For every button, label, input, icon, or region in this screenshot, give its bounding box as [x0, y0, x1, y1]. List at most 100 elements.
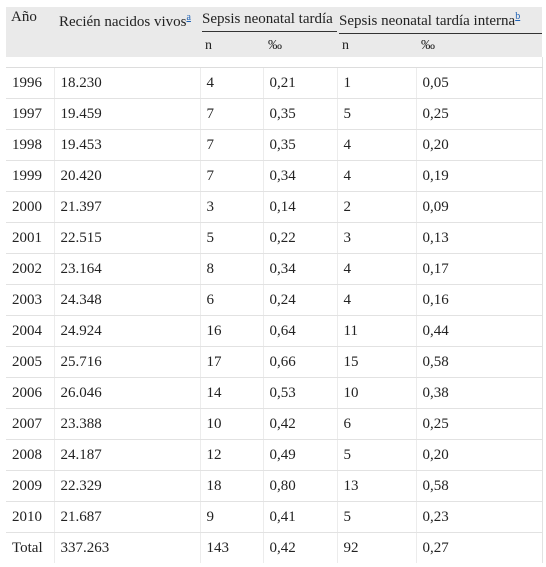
subheader-permille: ‰ [416, 35, 543, 57]
table-row: 1998 19.453 7 0,35 4 0,20 [6, 129, 543, 161]
cell-late-sepsis-n: 18 [200, 470, 264, 502]
cell-late-sepsis-permille: 0,35 [263, 129, 338, 161]
cell-internal-sepsis-n: 92 [337, 532, 417, 563]
table-row: 2006 26.046 14 0,53 10 0,38 [6, 377, 543, 409]
cell-year: 1997 [6, 98, 55, 130]
cell-internal-sepsis-permille: 0,38 [416, 377, 543, 409]
cell-late-sepsis-permille: 0,21 [263, 67, 338, 99]
table-row: 1999 20.420 7 0,34 4 0,19 [6, 160, 543, 192]
cell-late-sepsis-n: 17 [200, 346, 264, 378]
column-group-internal-late-sepsis: Sepsis neonatal tardía internab [337, 7, 543, 35]
table-row: 2007 23.388 10 0,42 6 0,25 [6, 408, 543, 440]
cell-internal-sepsis-n: 10 [337, 377, 417, 409]
births-header-label: Recién nacidos vivos [59, 14, 187, 30]
cell-year: 2010 [6, 501, 55, 533]
table-row: 2005 25.716 17 0,66 15 0,58 [6, 346, 543, 378]
cell-late-sepsis-permille: 0,34 [263, 160, 338, 192]
table-row: 2003 24.348 6 0,24 4 0,16 [6, 284, 543, 316]
cell-late-sepsis-n: 7 [200, 160, 264, 192]
footnote-link-b[interactable]: b [515, 11, 521, 22]
subheader-permille: ‰ [263, 35, 338, 57]
cell-late-sepsis-n: 5 [200, 222, 264, 254]
body-spacer-row [6, 57, 543, 68]
table-row: 2002 23.164 8 0,34 4 0,17 [6, 253, 543, 285]
cell-internal-sepsis-n: 13 [337, 470, 417, 502]
cell-late-sepsis-permille: 0,80 [263, 470, 338, 502]
cell-internal-sepsis-permille: 0,25 [416, 408, 543, 440]
cell-internal-sepsis-n: 4 [337, 253, 417, 285]
cell-late-sepsis-permille: 0,24 [263, 284, 338, 316]
cell-internal-sepsis-n: 4 [337, 129, 417, 161]
cell-late-sepsis-permille: 0,41 [263, 501, 338, 533]
footnote-link-a[interactable]: a [186, 12, 191, 23]
cell-late-sepsis-n: 7 [200, 129, 264, 161]
cell-internal-sepsis-permille: 0,20 [416, 439, 543, 471]
cell-internal-sepsis-permille: 0,19 [416, 160, 543, 192]
cell-internal-sepsis-n: 4 [337, 284, 417, 316]
subheader-n: n [200, 35, 263, 57]
cell-internal-sepsis-permille: 0,16 [416, 284, 543, 316]
cell-late-sepsis-n: 14 [200, 377, 264, 409]
cell-late-sepsis-permille: 0,42 [263, 532, 338, 563]
cell-live-births: 19.459 [54, 98, 201, 130]
cell-late-sepsis-permille: 0,66 [263, 346, 338, 378]
cell-live-births: 21.397 [54, 191, 201, 223]
cell-year: 2007 [6, 408, 55, 440]
cell-year: 2008 [6, 439, 55, 471]
cell-late-sepsis-n: 10 [200, 408, 264, 440]
table-row: 2010 21.687 9 0,41 5 0,23 [6, 501, 543, 533]
header-spacer [6, 35, 54, 57]
cell-internal-sepsis-permille: 0,09 [416, 191, 543, 223]
cell-internal-sepsis-n: 11 [337, 315, 417, 347]
cell-year: 2003 [6, 284, 55, 316]
subheader-n: n [337, 35, 417, 57]
cell-year: 2006 [6, 377, 55, 409]
cell-year: 1999 [6, 160, 55, 192]
cell-live-births: 23.164 [54, 253, 201, 285]
cell-late-sepsis-permille: 0,53 [263, 377, 338, 409]
cell-internal-sepsis-permille: 0,44 [416, 315, 543, 347]
cell-late-sepsis-permille: 0,14 [263, 191, 338, 223]
cell-internal-sepsis-n: 15 [337, 346, 417, 378]
cell-year: 1998 [6, 129, 55, 161]
cell-year: 2002 [6, 253, 55, 285]
cell-internal-sepsis-permille: 0,27 [416, 532, 543, 563]
cell-year: 2005 [6, 346, 55, 378]
cell-live-births: 26.046 [54, 377, 201, 409]
cell-internal-sepsis-permille: 0,05 [416, 67, 543, 99]
cell-late-sepsis-n: 8 [200, 253, 264, 285]
table-row: 2000 21.397 3 0,14 2 0,09 [6, 191, 543, 223]
cell-live-births: 25.716 [54, 346, 201, 378]
cell-live-births: 20.420 [54, 160, 201, 192]
table-header: Año Recién nacidos vivosa Sepsis neonata… [6, 7, 543, 57]
table-body: 1996 18.230 4 0,21 1 0,05 1997 19.459 7 0,35 5 0,25… [6, 57, 543, 563]
cell-internal-sepsis-n: 6 [337, 408, 417, 440]
table-row: 2009 22.329 18 0,80 13 0,58 [6, 470, 543, 502]
table-row: 2004 24.924 16 0,64 11 0,44 [6, 315, 543, 347]
cell-internal-sepsis-n: 5 [337, 501, 417, 533]
table-row-total: Total 337.263 143 0,42 92 0,27 [6, 532, 543, 563]
cell-late-sepsis-n: 3 [200, 191, 264, 223]
cell-internal-sepsis-permille: 0,58 [416, 346, 543, 378]
cell-late-sepsis-n: 9 [200, 501, 264, 533]
cell-internal-sepsis-permille: 0,17 [416, 253, 543, 285]
cell-year: 1996 [6, 67, 55, 99]
cell-internal-sepsis-n: 5 [337, 439, 417, 471]
group-header-internal-late-sepsis: Sepsis neonatal tardía internab [339, 8, 543, 34]
cell-year: 2001 [6, 222, 55, 254]
cell-internal-sepsis-n: 1 [337, 67, 417, 99]
cell-late-sepsis-n: 143 [200, 532, 264, 563]
sepsis-data-table: Año Recién nacidos vivosa Sepsis neonata… [6, 7, 543, 563]
group-header-internal-label: Sepsis neonatal tardía interna [339, 13, 516, 29]
cell-late-sepsis-permille: 0,35 [263, 98, 338, 130]
cell-internal-sepsis-n: 2 [337, 191, 417, 223]
cell-internal-sepsis-permille: 0,20 [416, 129, 543, 161]
cell-live-births: 18.230 [54, 67, 201, 99]
cell-late-sepsis-n: 12 [200, 439, 264, 471]
cell-internal-sepsis-n: 4 [337, 160, 417, 192]
table-row: 1996 18.230 4 0,21 1 0,05 [6, 67, 543, 99]
cell-live-births: 22.329 [54, 470, 201, 502]
cell-live-births: 23.388 [54, 408, 201, 440]
cell-late-sepsis-permille: 0,64 [263, 315, 338, 347]
cell-internal-sepsis-permille: 0,13 [416, 222, 543, 254]
